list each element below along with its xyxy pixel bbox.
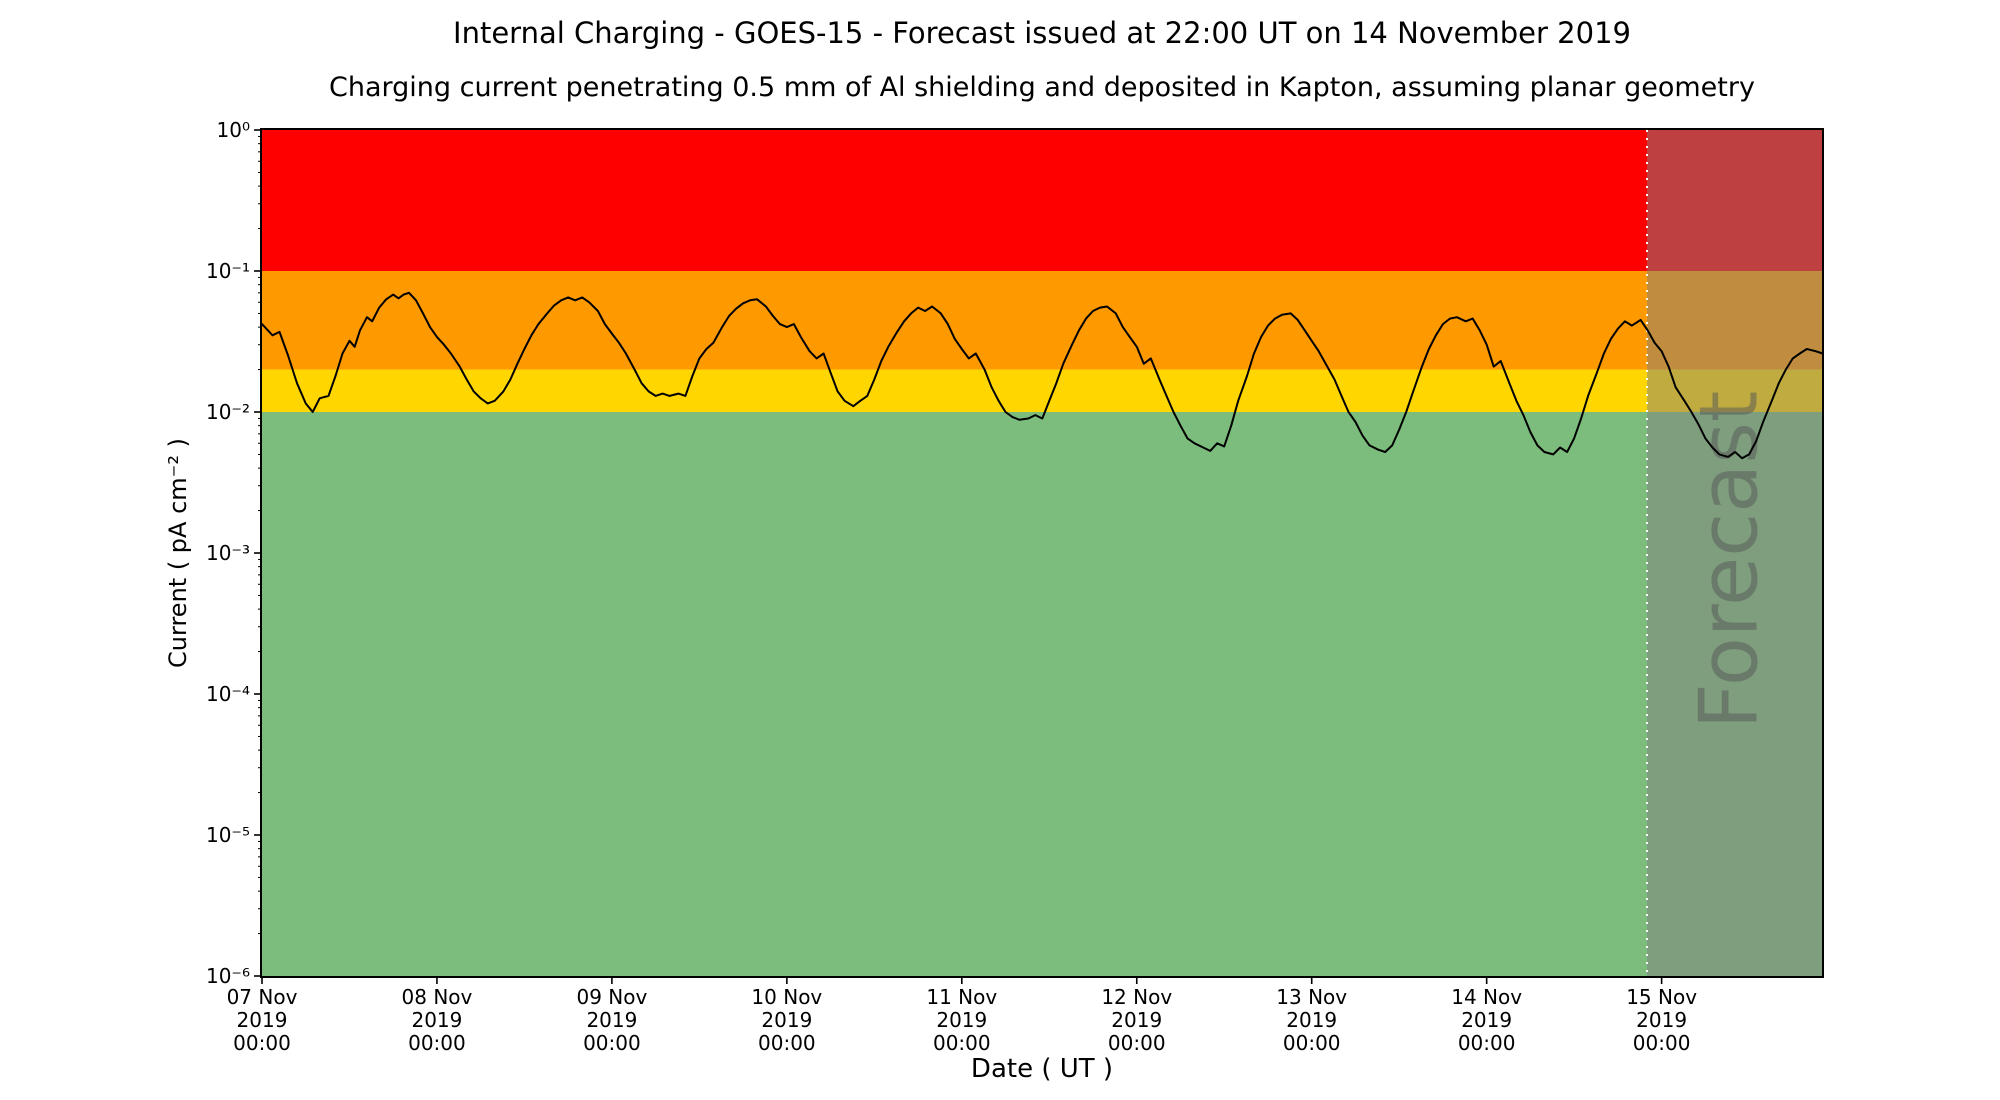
forecast-overlay — [1647, 130, 1822, 976]
x-tick-label: 10 Nov 2019 00:00 — [751, 985, 823, 1055]
x-axis-label: Date ( UT ) — [970, 1054, 1114, 1084]
x-tick-label: 12 Nov 2019 00:00 — [1101, 985, 1173, 1055]
y-tick-label: 10⁻³ — [205, 541, 250, 565]
y-tick-label: 10⁻⁴ — [205, 682, 250, 706]
y-tick-label: 10⁻⁶ — [205, 964, 250, 988]
x-tick-label: 09 Nov 2019 00:00 — [576, 985, 648, 1055]
x-tick-label: 14 Nov 2019 00:00 — [1451, 985, 1523, 1055]
y-tick-label: 10⁻¹ — [205, 259, 250, 283]
band-orange-warning — [262, 271, 1822, 370]
x-tick-label: 15 Nov 2019 00:00 — [1626, 985, 1698, 1055]
x-tick-label: 13 Nov 2019 00:00 — [1276, 985, 1348, 1055]
x-tick-label: 07 Nov 2019 00:00 — [226, 985, 298, 1055]
forecast-label: Forecast — [1682, 391, 1775, 730]
chart-subtitle: Charging current penetrating 0.5 mm of A… — [329, 72, 1755, 103]
plot-area: Forecast — [254, 128, 1824, 984]
y-tick-label: 10⁰ — [216, 118, 250, 142]
band-red-alert — [262, 130, 1822, 271]
x-tick-label: 11 Nov 2019 00:00 — [926, 985, 998, 1055]
series-charging-current — [261, 291, 1824, 460]
x-tick-label: 08 Nov 2019 00:00 — [401, 985, 473, 1055]
y-tick-label: 10⁻² — [205, 400, 250, 424]
chart-title: Internal Charging - GOES-15 - Forecast i… — [453, 16, 1631, 50]
band-green-quiet — [262, 412, 1822, 976]
band-yellow-caution — [262, 369, 1822, 412]
y-tick-label: 10⁻⁵ — [205, 823, 250, 847]
